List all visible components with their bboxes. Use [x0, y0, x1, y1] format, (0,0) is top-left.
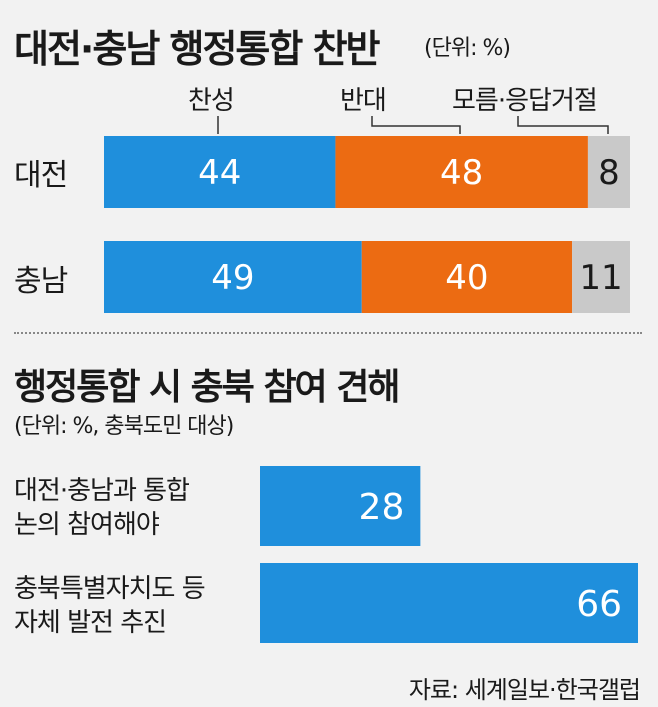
legend-label-support: 찬성 [188, 86, 235, 116]
chart2-category-join-line1: 대전·충남과 통합 [14, 476, 190, 506]
bar-chungnam-unknown [572, 241, 630, 313]
section-divider [14, 332, 642, 334]
bar-label-chungnam-oppose: 40 [445, 258, 488, 298]
legend-label-unknown: 모름·응답거절 [452, 86, 598, 116]
chart2-category-independent-line2: 자체 발전 추진 [14, 608, 167, 638]
bar-label-daejeon-oppose: 48 [440, 153, 483, 193]
bar-chungnam-support [104, 241, 362, 313]
chart2-category-independent: 충북특별자치도 등 자체 발전 추진 [14, 572, 206, 640]
chart2-category-join-line2: 논의 참여해야 [14, 510, 160, 540]
chart2-title: 행정통합 시 충북 참여 견해 [14, 367, 400, 408]
legend-label-oppose: 반대 [340, 86, 387, 116]
bar-label-daejeon-unknown: 8 [598, 153, 620, 193]
chart2-category-join: 대전·충남과 통합 논의 참여해야 [14, 474, 190, 542]
row-label-daejeon: 대전 [14, 158, 68, 193]
legend-leader-unknown [517, 116, 609, 134]
bar-label-independent: 66 [576, 584, 622, 625]
legend-leader-oppose [371, 116, 461, 134]
chart2-unit: (단위: %, 충북도민 대상) [14, 414, 234, 439]
source-note: 자료: 세계일보·한국갤럽 [408, 676, 641, 704]
bar-daejeon-unknown [587, 136, 630, 208]
chart2-category-independent-line1: 충북특별자치도 등 [14, 574, 206, 604]
chart1-unit: (단위: %) [424, 36, 511, 61]
chart1-title: 대전·충남 행정통합 찬반 [14, 27, 380, 71]
bar-join [260, 466, 421, 546]
bar-label-join: 28 [359, 487, 405, 528]
bar-chungnam-oppose [361, 241, 573, 313]
row-label-chungnam: 충남 [14, 264, 68, 299]
bar-label-chungnam-unknown: 11 [579, 258, 622, 298]
bar-daejeon-support [104, 136, 336, 208]
bar-daejeon-oppose [335, 136, 588, 208]
bar-label-daejeon-support: 44 [198, 153, 241, 193]
bar-label-chungnam-support: 49 [211, 258, 254, 298]
bar-independent [260, 563, 638, 643]
